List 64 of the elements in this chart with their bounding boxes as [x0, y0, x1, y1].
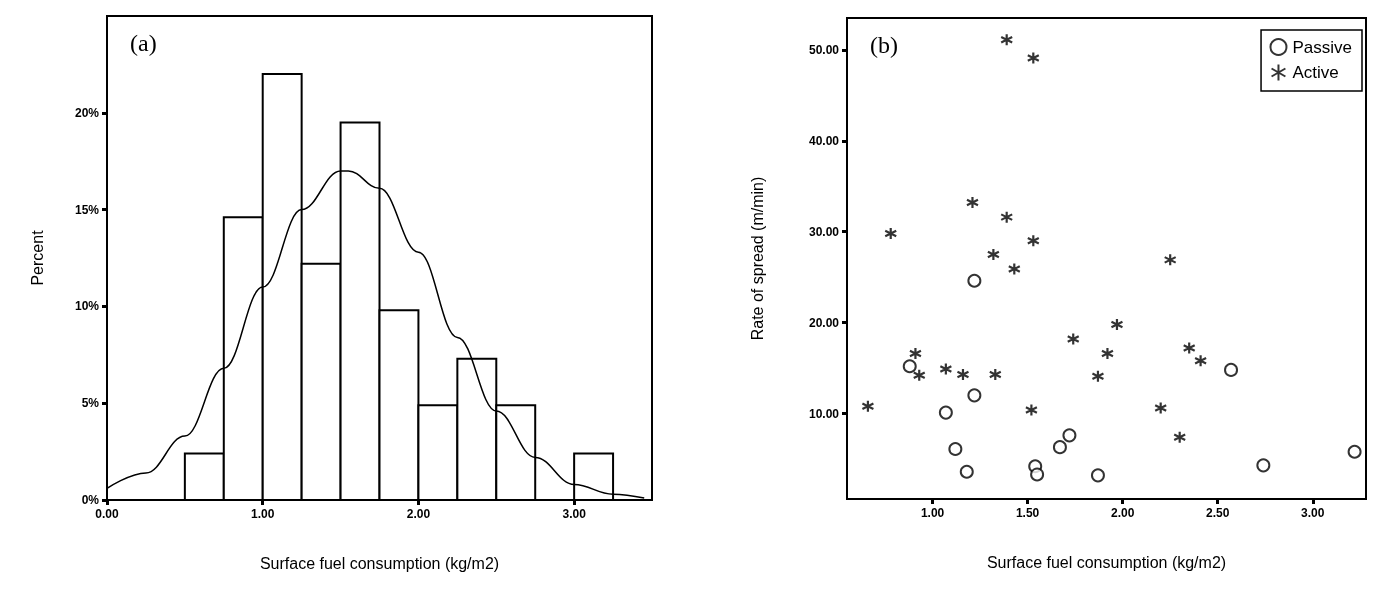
- y-tick-label: 15%: [74, 202, 100, 217]
- x-tick-label: 2.50: [1206, 506, 1230, 520]
- point: [1182, 341, 1196, 355]
- point: [1007, 262, 1021, 276]
- point: [1000, 210, 1014, 224]
- x-axis-title: Surface fuel consumption (kg/m2): [259, 554, 500, 572]
- point: [967, 388, 982, 403]
- point: [988, 367, 1002, 382]
- y-axis-title: Percent: [28, 229, 46, 286]
- point: [1154, 401, 1168, 415]
- x-tick-label: 1.00: [251, 507, 275, 521]
- point: [939, 362, 953, 376]
- point: [884, 226, 898, 241]
- point: [1030, 467, 1045, 482]
- point: [1100, 346, 1115, 361]
- point: [1173, 430, 1187, 444]
- x-tick-label: 3.00: [1301, 506, 1325, 520]
- point: [902, 359, 917, 374]
- y-tick-label: 50.00: [808, 42, 840, 57]
- text: (a): [130, 30, 157, 56]
- x-axis-title: Surface fuel consumption (kg/m2): [986, 553, 1227, 571]
- point: [959, 464, 974, 479]
- point: [1026, 234, 1040, 248]
- point: [1062, 428, 1077, 443]
- point: [986, 247, 1000, 262]
- point: [1052, 440, 1067, 455]
- point: [1026, 51, 1040, 65]
- x-tick-label: 1.50: [1015, 506, 1040, 520]
- x-tick-label: 2.00: [1110, 506, 1135, 520]
- x-tick-label: 0.00: [95, 507, 119, 521]
- point: [1024, 403, 1039, 417]
- point: [1224, 362, 1239, 377]
- x-tick-label: 3.00: [562, 507, 587, 521]
- x-tick-label: 2.00: [406, 507, 431, 521]
- point: [912, 368, 926, 382]
- y-tick-label: 10%: [74, 299, 100, 314]
- point: [965, 195, 980, 210]
- point: [1066, 332, 1080, 346]
- point: [1110, 317, 1124, 332]
- point: [1256, 458, 1271, 473]
- y-tick-label: 5%: [81, 396, 100, 411]
- text: (b): [870, 32, 898, 58]
- point: [938, 405, 953, 420]
- y-tick-label: 20%: [74, 105, 100, 120]
- y-tick-label: 10.00: [808, 406, 840, 421]
- y-tick-label: 40.00: [808, 133, 840, 148]
- y-axis-title: Rate of spread (m/min): [748, 176, 766, 341]
- y-tick-label: 30.00: [808, 224, 840, 239]
- point: [1091, 369, 1105, 383]
- legend-label: Passive: [1292, 37, 1353, 57]
- point: [908, 346, 923, 361]
- point: [1090, 468, 1105, 483]
- x-tick-label: 1.00: [920, 506, 945, 520]
- y-tick-label: 20.00: [808, 315, 840, 330]
- point: [948, 441, 963, 456]
- point: [1347, 444, 1362, 459]
- point: [1163, 253, 1177, 267]
- legend-label: Active: [1292, 63, 1339, 82]
- y-tick-label: 0%: [81, 493, 100, 507]
- point: [1194, 354, 1208, 368]
- point: [956, 367, 970, 382]
- point: [861, 399, 875, 413]
- point: [967, 273, 982, 288]
- point: [1000, 33, 1014, 47]
